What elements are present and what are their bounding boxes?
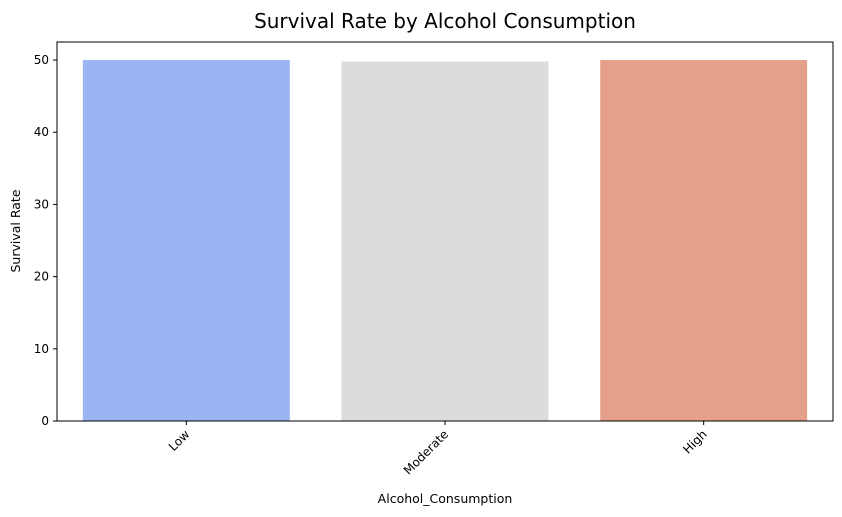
plot-frame bbox=[56, 41, 834, 422]
bar-moderate bbox=[341, 61, 549, 422]
plot-area: Low Moderate High 0 10 20 30 40 50 bbox=[34, 53, 808, 477]
x-axis-label: Alcohol_Consumption bbox=[378, 491, 513, 506]
y-axis-label: Survival Rate bbox=[8, 189, 23, 272]
y-tick-label: 40 bbox=[34, 125, 49, 139]
x-tick-label: Low bbox=[166, 427, 193, 454]
y-tick-label: 30 bbox=[34, 197, 49, 211]
y-tick-label: 50 bbox=[34, 53, 49, 67]
bar-high bbox=[600, 60, 808, 422]
chart-title: Survival Rate by Alcohol Consumption bbox=[254, 9, 636, 33]
y-tick-label: 20 bbox=[34, 270, 49, 284]
x-tick-label: High bbox=[680, 427, 709, 456]
y-tick-label: 10 bbox=[34, 342, 49, 356]
x-tick-label: Moderate bbox=[401, 427, 451, 477]
bar-low bbox=[82, 60, 290, 422]
y-tick-label: 0 bbox=[41, 414, 49, 428]
